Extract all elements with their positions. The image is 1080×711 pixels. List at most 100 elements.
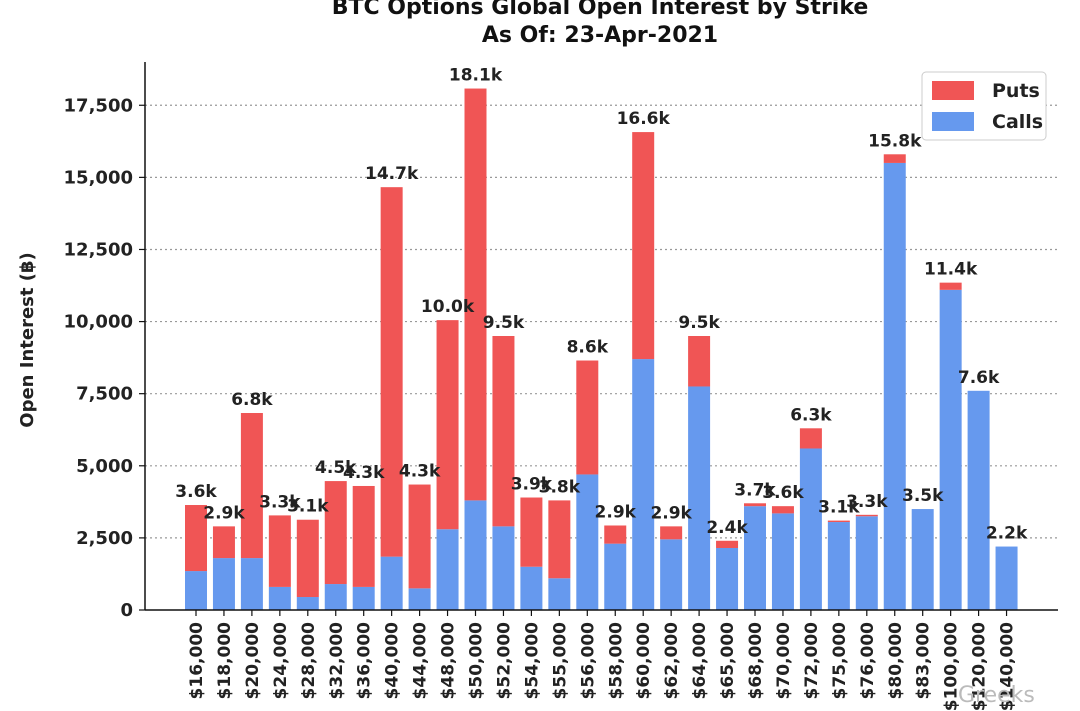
bar-puts: [632, 132, 655, 360]
x-tick-label: $40,000: [383, 622, 403, 700]
x-tick-label: $75,000: [830, 622, 850, 700]
bar-total-label: 3.9k: [511, 475, 553, 495]
x-tick-label: $68,000: [746, 622, 766, 700]
bar-total-label: 3.1k: [818, 498, 860, 518]
x-tick-label: $70,000: [774, 622, 794, 700]
y-tick-label: 2,500: [76, 528, 133, 549]
x-tick-label: $56,000: [578, 622, 598, 700]
x-tick-label: $72,000: [802, 622, 822, 700]
bar-calls: [380, 556, 403, 610]
x-tick-label: $55,000: [550, 622, 570, 700]
bar-puts: [688, 336, 711, 387]
bar-total-label: 6.8k: [231, 390, 273, 410]
x-tick-label: $36,000: [355, 622, 375, 700]
bar-puts: [855, 514, 878, 517]
bar-total-label: 2.9k: [203, 503, 245, 523]
bar-total-label: 14.7k: [365, 164, 419, 184]
chart-title-group: BTC Options Global Open Interest by Stri…: [332, 0, 869, 48]
bar-calls: [604, 543, 627, 610]
legend: Puts Calls: [921, 71, 1047, 141]
x-tick-label: $20,000: [243, 622, 263, 700]
bar-total-label: 3.7k: [734, 480, 776, 500]
bar-total-label: 6.3k: [790, 405, 832, 425]
bar-puts: [352, 485, 375, 587]
bar-total-label: 3.3k: [846, 492, 888, 512]
bar-calls: [939, 289, 962, 610]
y-tick-label: 15,000: [64, 167, 133, 188]
x-tick-label: $24,000: [271, 622, 291, 700]
x-tick-label: $120,000: [970, 622, 990, 711]
bar-total-label: 15.8k: [868, 131, 922, 151]
bar-calls: [436, 529, 459, 610]
bar-calls: [632, 359, 655, 610]
gridlines: [145, 104, 1058, 539]
bar-total-label: 10.0k: [421, 297, 475, 317]
bar-puts: [380, 187, 403, 557]
bar-calls: [464, 500, 487, 610]
bar-calls: [576, 474, 599, 610]
bar-total-label: 4.3k: [399, 462, 441, 482]
y-tick-label: 5,000: [76, 456, 133, 477]
bar-total-label: 2.4k: [706, 518, 748, 538]
bar-calls: [883, 162, 906, 610]
bar-puts: [240, 413, 263, 559]
x-tick-label: $65,000: [718, 622, 738, 700]
bar-puts: [548, 500, 571, 579]
x-tick-label: $62,000: [662, 622, 682, 700]
bar-puts: [827, 520, 850, 523]
bar-total-label: 7.6k: [958, 368, 1000, 388]
chart-title: BTC Options Global Open Interest by Stri…: [332, 0, 869, 20]
x-tick-label: $60,000: [634, 622, 654, 700]
y-axis-label: Open Interest (฿): [17, 252, 38, 427]
bar-puts: [212, 526, 235, 559]
x-tick-label: $48,000: [439, 622, 459, 700]
x-tick-label: $18,000: [215, 622, 235, 700]
x-tick-label: $64,000: [690, 622, 710, 700]
bar-total-label: 3.8k: [539, 477, 581, 497]
bar-puts: [883, 154, 906, 163]
bar-calls: [771, 513, 794, 610]
bar-calls: [995, 546, 1018, 610]
y-tick-label: 10,000: [64, 312, 133, 333]
x-tick-label: $140,000: [998, 622, 1018, 711]
x-tick-label: $32,000: [327, 622, 347, 700]
bar-total-label: 4.5k: [315, 458, 357, 478]
x-tick-label: $83,000: [914, 622, 934, 700]
x-tick-label: $76,000: [858, 622, 878, 700]
y-tick-label: 7,500: [76, 384, 133, 405]
bar-total-label: 3.3k: [259, 492, 301, 512]
bar-puts: [324, 481, 347, 585]
data-labels: 3.6k2.9k6.8k3.3k3.1k4.5k4.3k14.7k4.3k10.…: [175, 66, 1028, 544]
bar-puts: [771, 506, 794, 514]
bar-calls: [660, 539, 683, 610]
bar-puts: [660, 526, 683, 540]
bar-calls: [408, 588, 431, 610]
bar-total-label: 9.5k: [483, 313, 525, 333]
bar-total-label: 2.9k: [595, 502, 637, 522]
bar-calls: [911, 509, 934, 610]
bar-calls: [827, 522, 850, 610]
x-tick-label: $54,000: [522, 622, 542, 700]
y-tick-label: 12,500: [64, 239, 133, 260]
bars: [185, 88, 1018, 610]
bar-calls: [520, 566, 543, 610]
bar-calls: [324, 584, 347, 610]
bar-calls: [492, 526, 515, 610]
bar-total-label: 3.5k: [902, 486, 944, 506]
bar-puts: [744, 503, 766, 507]
bar-total-label: 16.6k: [617, 109, 671, 129]
x-tick-label: $44,000: [411, 622, 431, 700]
bar-puts: [296, 519, 319, 598]
bar-puts: [408, 484, 431, 589]
bar-calls: [855, 516, 878, 610]
bar-calls: [744, 506, 766, 610]
bar-calls: [212, 558, 235, 610]
bar-total-label: 3.6k: [175, 482, 217, 502]
watermark-text: Greeks: [958, 683, 1035, 708]
bar-total-label: 2.9k: [650, 503, 692, 523]
bar-puts: [464, 88, 487, 501]
bar-puts: [716, 540, 739, 548]
bar-puts: [492, 336, 515, 527]
bar-puts: [799, 428, 822, 449]
